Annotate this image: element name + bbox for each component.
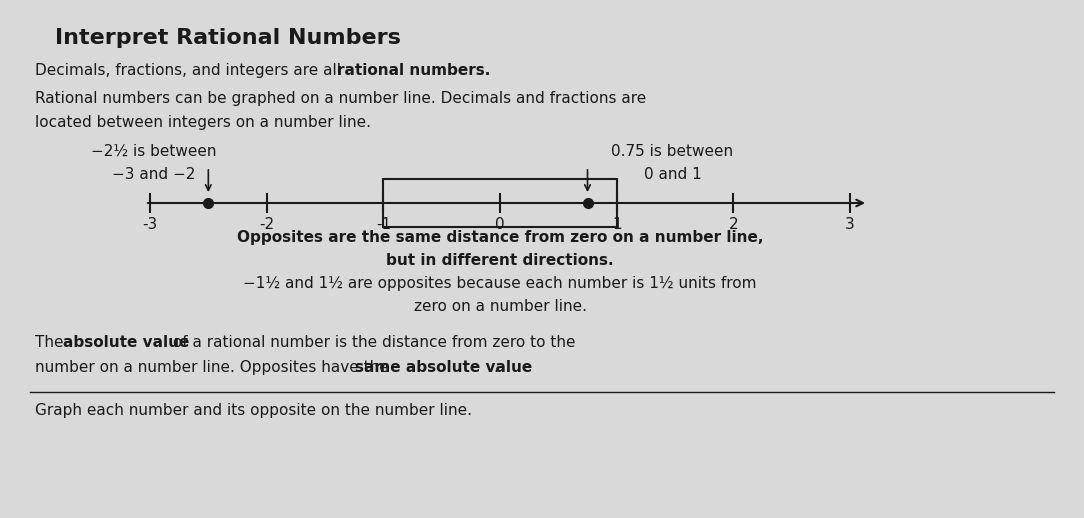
Text: 0: 0: [495, 217, 505, 232]
Text: −3 and −2: −3 and −2: [112, 167, 195, 182]
Text: Graph each number and its opposite on the number line.: Graph each number and its opposite on th…: [35, 403, 472, 418]
Text: 0.75 is between: 0.75 is between: [611, 144, 734, 159]
Text: -2: -2: [259, 217, 274, 232]
Text: 2: 2: [728, 217, 738, 232]
Text: rational numbers.: rational numbers.: [337, 63, 491, 78]
Text: Decimals, fractions, and integers are all: Decimals, fractions, and integers are al…: [35, 63, 346, 78]
Text: same absolute value: same absolute value: [354, 360, 532, 375]
Text: −1½ and 1½ are opposites because each number is 1½ units from: −1½ and 1½ are opposites because each nu…: [243, 276, 757, 291]
Bar: [384, 179, 617, 227]
Text: Interpret Rational Numbers: Interpret Rational Numbers: [55, 28, 401, 48]
Text: The: The: [35, 335, 68, 350]
Text: 3: 3: [846, 217, 855, 232]
Text: Opposites are the same distance from zero on a number line,: Opposites are the same distance from zer…: [236, 230, 763, 245]
Text: zero on a number line.: zero on a number line.: [413, 299, 586, 314]
Text: -3: -3: [142, 217, 157, 232]
Text: Rational numbers can be graphed on a number line. Decimals and fractions are: Rational numbers can be graphed on a num…: [35, 91, 646, 106]
Text: -1: -1: [376, 217, 391, 232]
Text: located between integers on a number line.: located between integers on a number lin…: [35, 115, 371, 130]
Text: but in different directions.: but in different directions.: [386, 253, 614, 268]
Text: absolute value: absolute value: [63, 335, 190, 350]
Text: −2½ is between: −2½ is between: [91, 144, 216, 159]
Text: 1: 1: [611, 217, 621, 232]
Text: 0 and 1: 0 and 1: [644, 167, 701, 182]
Text: .: .: [493, 360, 498, 375]
Text: number on a number line. Opposites have the: number on a number line. Opposites have …: [35, 360, 393, 375]
Text: of a rational number is the distance from zero to the: of a rational number is the distance fro…: [168, 335, 576, 350]
